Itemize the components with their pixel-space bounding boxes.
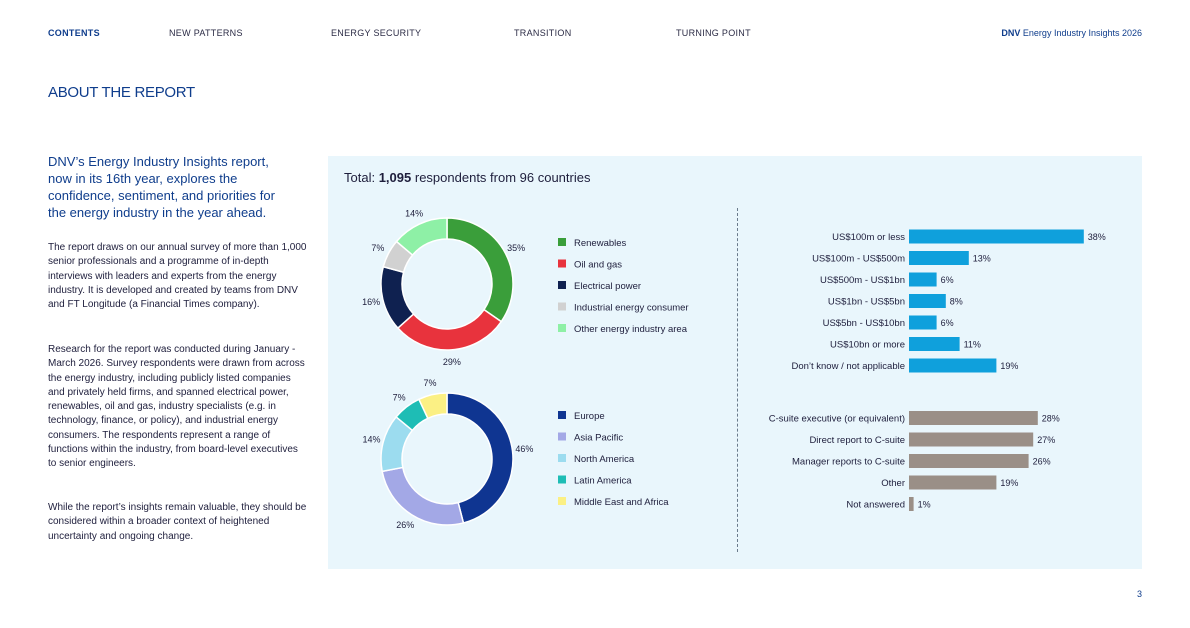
nav-new-patterns[interactable]: NEW PATTERNS bbox=[169, 28, 243, 38]
respondent-panel: Total: 1,095 respondents from 96 countri… bbox=[328, 156, 1142, 569]
donut0-legend-swatch-4 bbox=[558, 324, 566, 332]
donut0-label-0: 35% bbox=[507, 243, 525, 253]
bars2-category-3: US$1bn - US$5bn bbox=[828, 297, 905, 308]
lead-paragraph: DNV’s Energy Industry Insights report, n… bbox=[48, 154, 275, 220]
bars3-value-4: 1% bbox=[918, 500, 931, 510]
donut1-legend-swatch-2 bbox=[558, 454, 566, 462]
bars3-bar-1 bbox=[909, 432, 1034, 447]
bars3-bar-4 bbox=[909, 497, 914, 511]
donut1-legend-swatch-0 bbox=[558, 411, 566, 419]
donut1-label-3: 7% bbox=[393, 392, 406, 402]
bars2-value-1: 13% bbox=[973, 254, 991, 264]
donut1-label-2: 14% bbox=[362, 435, 380, 445]
body-paragraph-3: While the report’s insights remain valua… bbox=[48, 502, 307, 542]
page-title: ABOUT THE REPORT bbox=[48, 84, 195, 101]
donut1-legend-swatch-4 bbox=[558, 497, 566, 505]
bars2-category-5: US$10bn or more bbox=[830, 340, 905, 351]
bars2-category-2: US$500m - US$1bn bbox=[820, 275, 905, 286]
bars2-value-6: 19% bbox=[1000, 361, 1018, 371]
bars2-value-3: 8% bbox=[950, 297, 963, 307]
donut1-slice-0 bbox=[446, 392, 514, 524]
donut1-legend-label-4: Middle East and Africa bbox=[574, 497, 669, 508]
brand-logo-text: DNV bbox=[1001, 28, 1021, 38]
donut1-slice-4 bbox=[417, 392, 448, 420]
donut1-legend-label-0: Europe bbox=[574, 411, 605, 422]
bars3-bar-0 bbox=[909, 411, 1038, 425]
donut1-label-1: 26% bbox=[396, 520, 414, 530]
bars2-value-2: 6% bbox=[941, 275, 954, 285]
donut0-legend-label-2: Electrical power bbox=[574, 281, 641, 292]
donut0-legend-swatch-1 bbox=[558, 259, 566, 268]
body-paragraph-2: Research for the report was conducted du… bbox=[48, 344, 305, 470]
nav-contents[interactable]: CONTENTS bbox=[48, 28, 100, 38]
panel-divider bbox=[737, 208, 738, 552]
donut0-label-4: 14% bbox=[405, 208, 423, 218]
donut0-legend-label-1: Oil and gas bbox=[574, 260, 622, 271]
donut0-legend-swatch-2 bbox=[558, 281, 566, 289]
bars2-value-5: 11% bbox=[964, 340, 981, 350]
bars2-category-0: US$100m or less bbox=[832, 232, 905, 243]
bars2-value-4: 6% bbox=[941, 318, 954, 328]
donut1-label-4: 7% bbox=[423, 378, 436, 388]
bars2-bar-3 bbox=[909, 294, 946, 308]
bars2-bar-2 bbox=[909, 272, 937, 287]
bars3-category-0: C-suite executive (or equivalent) bbox=[769, 414, 905, 425]
page-number: 3 bbox=[1136, 589, 1142, 599]
donut0-slice-4 bbox=[395, 217, 448, 257]
donut0-legend-label-4: Other energy industry area bbox=[574, 324, 688, 335]
nav-transition[interactable]: TRANSITION bbox=[514, 28, 572, 38]
bars3-value-0: 28% bbox=[1042, 414, 1060, 424]
bars3-category-4: Not answered bbox=[846, 500, 905, 511]
donut1-legend-swatch-1 bbox=[558, 432, 566, 441]
nav-energy-security[interactable]: ENERGY SECURITY bbox=[331, 28, 422, 38]
bars2-category-1: US$100m - US$500m bbox=[812, 254, 905, 265]
donut0-label-3: 7% bbox=[371, 243, 384, 253]
donut0-legend-label-0: Renewables bbox=[574, 238, 627, 249]
bars3-category-1: Direct report to C-suite bbox=[809, 435, 905, 446]
bars2-category-4: US$5bn - US$10bn bbox=[823, 318, 905, 329]
donut0-slice-2 bbox=[380, 265, 415, 330]
bars2-bar-4 bbox=[909, 315, 937, 330]
donut1-label-0: 46% bbox=[515, 444, 533, 454]
donut1-slice-1 bbox=[381, 466, 465, 526]
total-prefix: Total: bbox=[344, 170, 376, 185]
donut0-slice-1 bbox=[396, 308, 503, 351]
bars3-bar-3 bbox=[909, 475, 997, 490]
total-count: 1,095 bbox=[378, 170, 412, 185]
brand-title: Energy Industry Insights 2026 bbox=[1022, 28, 1142, 38]
donut1-legend-label-2: North America bbox=[574, 454, 635, 465]
bars3-bar-2 bbox=[909, 454, 1029, 468]
body-paragraph-1: The report draws on our annual survey of… bbox=[48, 242, 307, 311]
donut0-slice-0 bbox=[446, 217, 514, 323]
bars2-bar-6 bbox=[909, 358, 997, 373]
bars3-category-3: Other bbox=[881, 478, 905, 489]
donut0-label-2: 16% bbox=[362, 297, 380, 307]
total-respondents: Total: 1,095 respondents from 96 countri… bbox=[344, 170, 590, 185]
brand-header: DNV Energy Industry Insights 2026 bbox=[1001, 28, 1142, 38]
donut0-legend-label-3: Industrial energy consumer bbox=[574, 303, 689, 314]
charts-canvas: 35% 29% 16% 7% 14% Renewables Oil and gas Elect… bbox=[362, 208, 1106, 530]
bars3-value-1: 27% bbox=[1037, 435, 1055, 445]
donut1-legend-label-3: Latin America bbox=[574, 476, 632, 487]
bars2-bar-1 bbox=[909, 251, 969, 265]
donut0-legend-swatch-0 bbox=[558, 238, 566, 246]
donut1-legend-label-1: Asia Pacific bbox=[574, 433, 623, 444]
bars3-value-3: 19% bbox=[1000, 478, 1018, 488]
bars3-value-2: 26% bbox=[1033, 457, 1051, 467]
bars3-category-2: Manager reports to C-suite bbox=[792, 457, 905, 468]
donut0-legend-swatch-3 bbox=[558, 302, 566, 311]
donut0-label-1: 29% bbox=[443, 357, 461, 367]
bars2-value-0: 38% bbox=[1088, 232, 1106, 242]
bars2-category-6: Don’t know / not applicable bbox=[791, 361, 905, 372]
bars2-bar-5 bbox=[909, 337, 960, 351]
bars2-bar-0 bbox=[909, 229, 1084, 244]
nav-turning-point[interactable]: TURNING POINT bbox=[676, 28, 751, 38]
donut1-legend-swatch-3 bbox=[558, 475, 566, 484]
total-suffix: respondents from 96 countries bbox=[414, 170, 591, 185]
